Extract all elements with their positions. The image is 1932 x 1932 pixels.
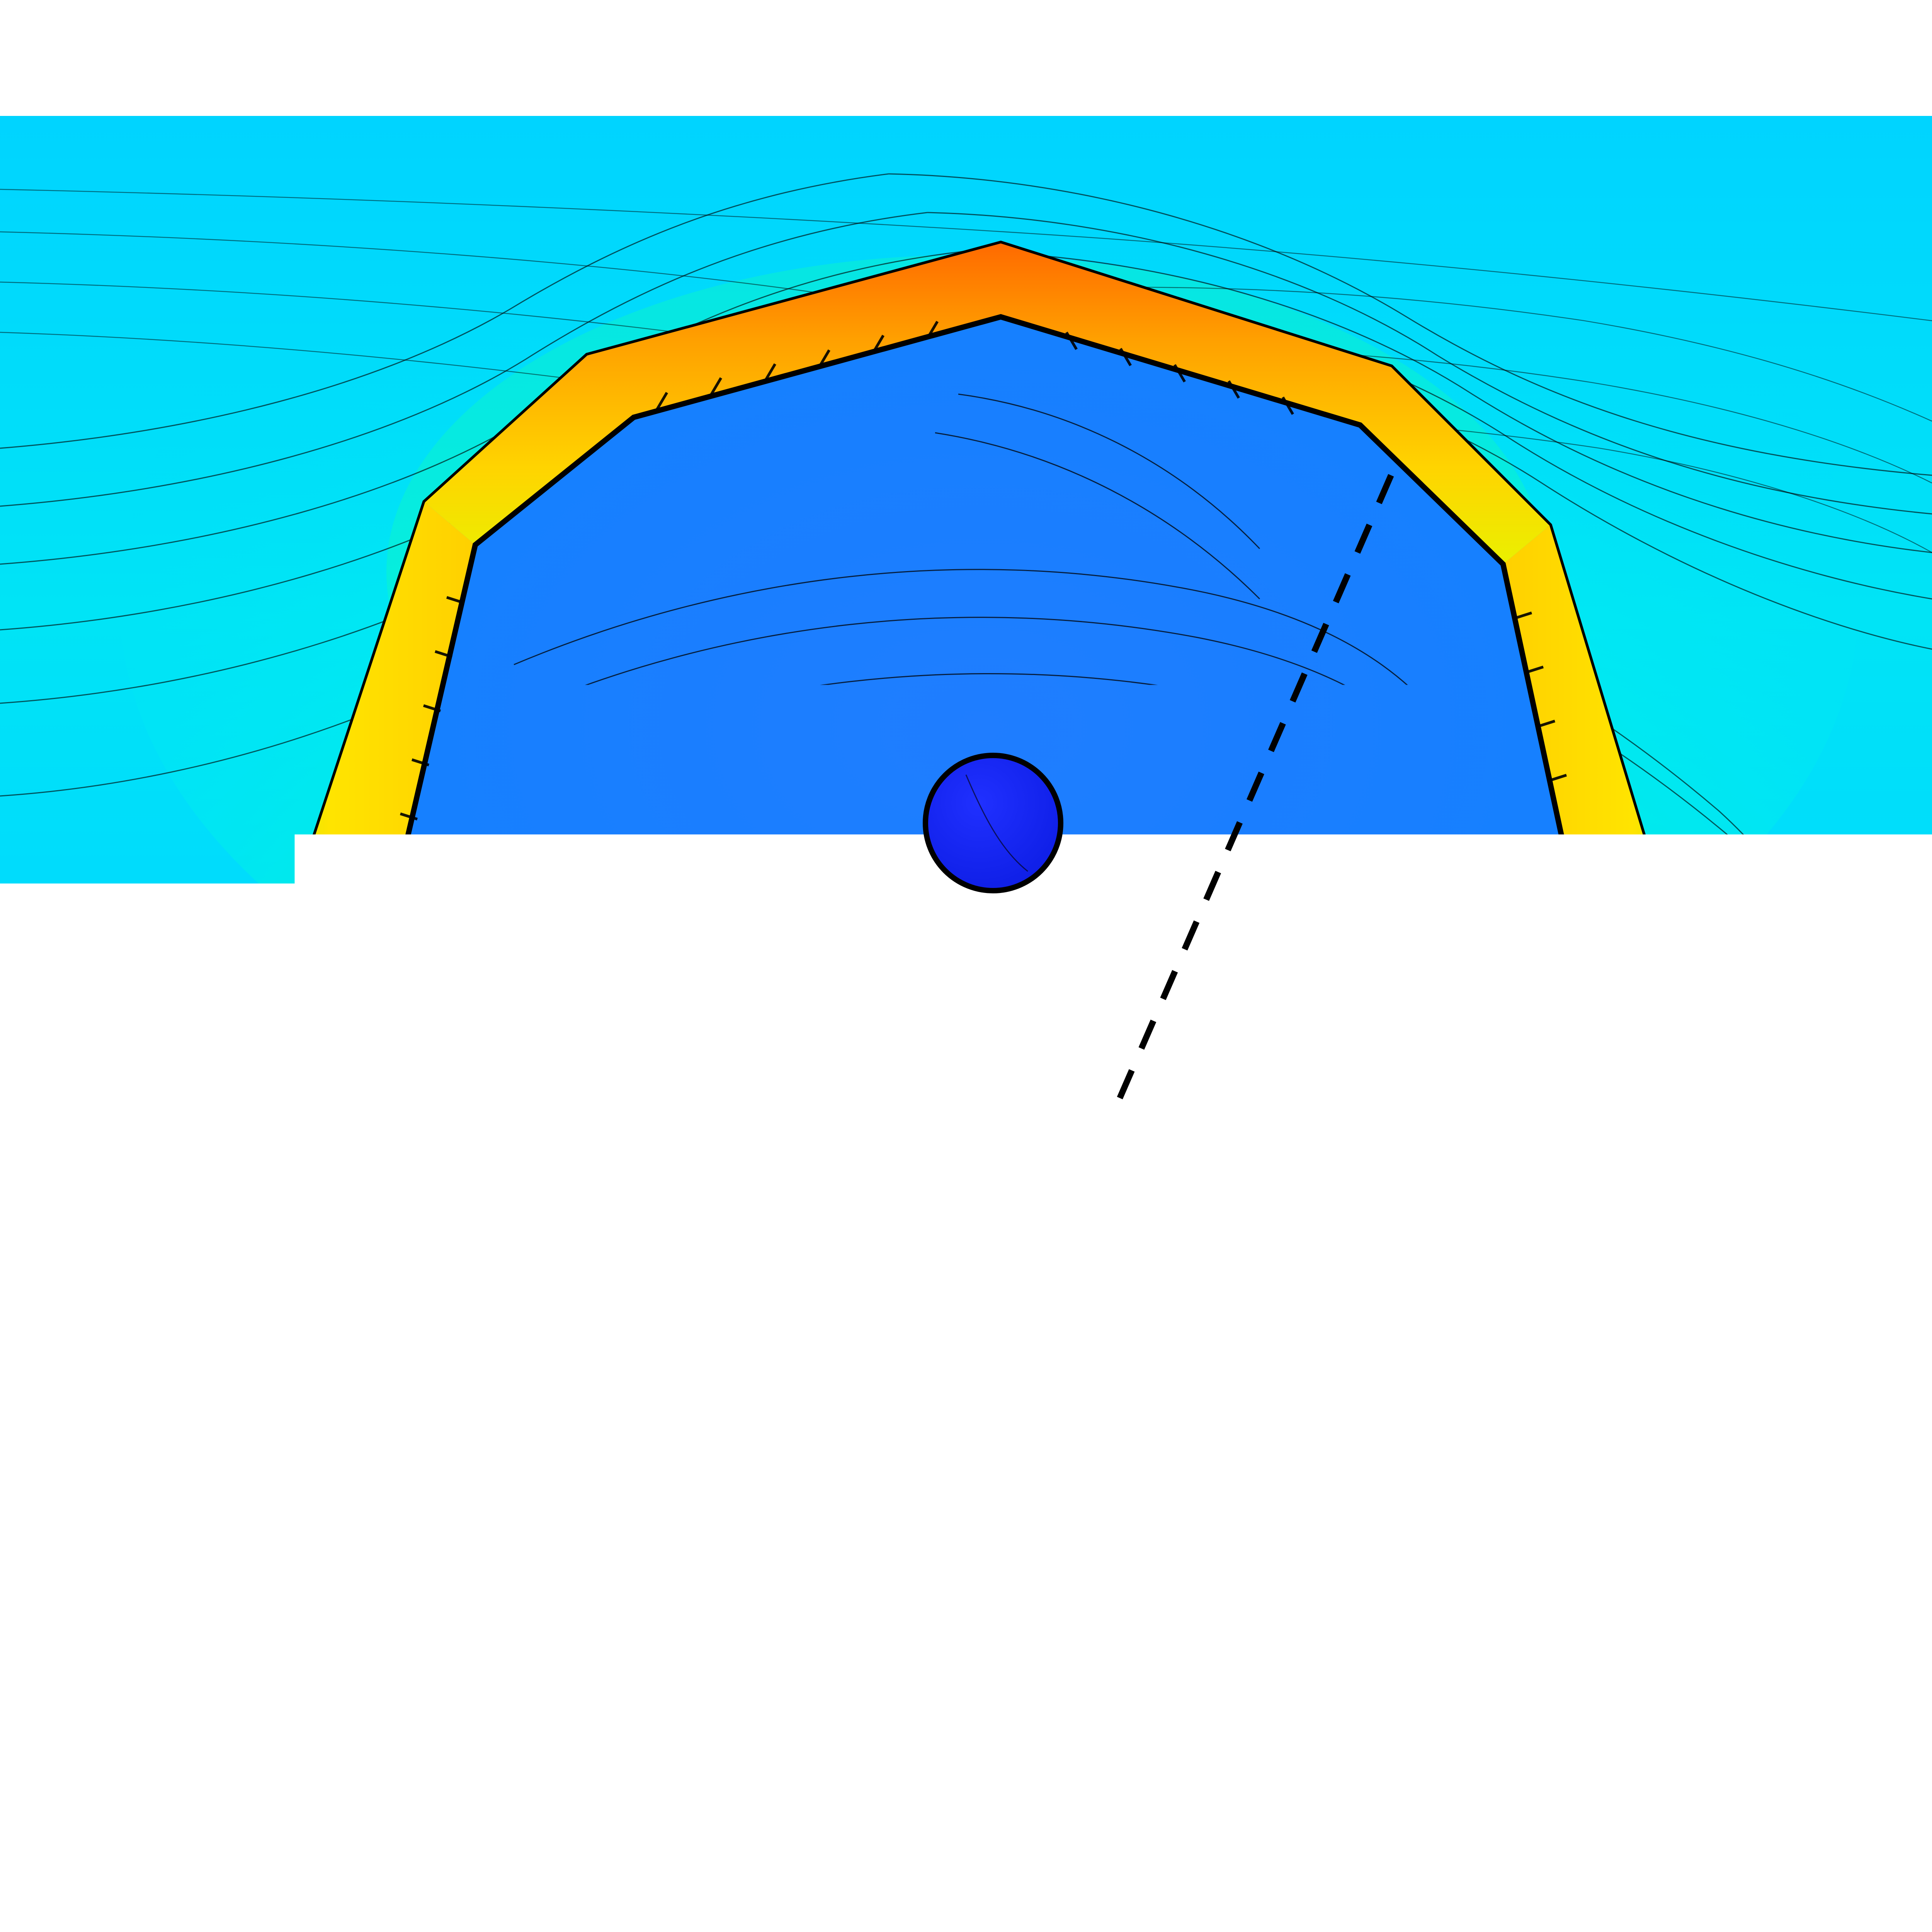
colorbar-variable-label: Temperature <box>554 1498 689 1532</box>
legend-block: 19.0 25.5 32.0 38.5 45.0 Temperature [C]… <box>553 1376 1397 1615</box>
colorbar-tick-1: 25.5 <box>757 1384 811 1441</box>
distance-scale-bar: 0 1.000 2.000 (m) 0.500 1.500 <box>715 1538 1231 1615</box>
triad-marker-sphere <box>1810 1436 1844 1470</box>
scalebar-label-1: 1.000 <box>949 1538 985 1559</box>
colorbar-tick-2: 32.0 <box>967 1384 1022 1441</box>
caption-top-panel: No air gap dividing layers <box>367 1252 1565 1309</box>
triad-y-label: Y <box>1787 1379 1796 1391</box>
scalebar-unit-label: (m) <box>1175 1539 1196 1558</box>
scalebar-segment-3 <box>973 1562 1102 1578</box>
triad-y-axis-arrow <box>1770 1400 1795 1493</box>
scalebar-top-labels: 0 1.000 2.000 (m) <box>715 1538 1231 1561</box>
contour-panel-no-air-gap <box>0 116 1932 1229</box>
scalebar-segment-1 <box>715 1562 844 1578</box>
colorbar-tick-0: 19.0 <box>545 1384 599 1441</box>
colorbar-tick-4: 45.0 <box>1386 1384 1441 1441</box>
colorbar-tick-3: 38.5 <box>1179 1384 1233 1441</box>
axis-triad-svg: Y X Z <box>1756 1379 1922 1549</box>
contour-plot-top <box>0 116 1932 1229</box>
temperature-colorbar <box>553 1456 1397 1492</box>
triad-x-label: X <box>1896 1486 1906 1503</box>
colorbar-tickmark-2 <box>974 1441 975 1456</box>
scalebar-track <box>715 1562 1231 1579</box>
scalebar-sublabel-0: 0.500 <box>802 1587 838 1608</box>
axis-triad: Y X Z <box>1756 1379 1922 1549</box>
contour-plot-bottom <box>0 1774 1932 1932</box>
contour-panel-two-air-gap <box>0 1774 1932 1932</box>
colorbar-tick-labels: 19.0 25.5 32.0 38.5 45.0 <box>553 1376 1397 1441</box>
colorbar-unit-label: [C] <box>1366 1498 1397 1532</box>
scalebar-bottom-labels: 0.500 1.500 <box>715 1587 1231 1611</box>
colorbar-tick-marks <box>553 1441 1397 1456</box>
colorbar-tickmark-1 <box>763 1441 764 1456</box>
triad-origin-sphere <box>1765 1482 1799 1516</box>
scalebar-label-0: 0 <box>716 1538 724 1559</box>
scalebar-sublabel-1: 1.500 <box>1032 1587 1068 1608</box>
cold-cylinder <box>925 755 1061 891</box>
